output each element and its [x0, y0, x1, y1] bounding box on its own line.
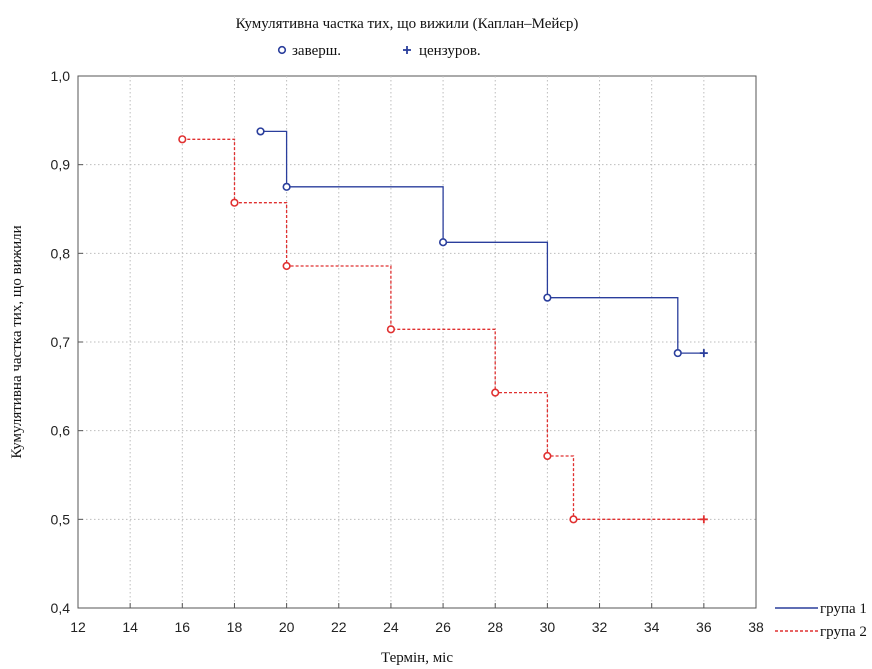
- series-line-2: [182, 138, 704, 520]
- y-tick-label: 0,6: [51, 423, 71, 439]
- y-axis-ticks: 0,4 0,5 0,6 0,7 0,8 0,9 1,0: [51, 68, 83, 616]
- event-point: [282, 261, 291, 271]
- event-point: [178, 135, 187, 144]
- x-tick-label: 12: [70, 619, 86, 635]
- marker-legend: заверш. цензуров.: [277, 43, 481, 59]
- x-tick-label: 24: [383, 619, 399, 635]
- x-tick-label: 26: [435, 619, 451, 635]
- x-tick-label: 20: [279, 619, 295, 635]
- event-point: [230, 198, 239, 207]
- event-point: [438, 238, 448, 247]
- x-tick-label: 18: [227, 619, 243, 635]
- plot-area: [77, 75, 757, 609]
- x-tick-label: 28: [487, 619, 503, 635]
- y-tick-label: 0,9: [51, 157, 71, 173]
- x-tick-label: 36: [696, 619, 712, 635]
- censored-marker-icon: [403, 46, 411, 54]
- y-tick-label: 0,8: [51, 245, 71, 261]
- series-line-1: [260, 130, 704, 354]
- event-point: [256, 127, 265, 136]
- censored-point: [699, 515, 708, 524]
- y-tick-label: 1,0: [51, 68, 71, 84]
- y-tick-label: 0,4: [51, 600, 71, 616]
- gridlines: [78, 76, 756, 608]
- event-point: [673, 348, 682, 358]
- event-point: [569, 515, 578, 524]
- y-tick-label: 0,5: [51, 511, 71, 527]
- event-point: [543, 293, 552, 302]
- x-tick-label: 32: [592, 619, 608, 635]
- x-tick-label: 14: [122, 619, 138, 635]
- x-tick-label: 30: [540, 619, 556, 635]
- series-layer: [178, 127, 708, 524]
- legend-label-1: група 1: [820, 601, 867, 617]
- y-tick-label: 0,7: [51, 334, 71, 350]
- legend-label-2: група 2: [820, 624, 867, 640]
- y-axis-title: Кумулятивна частка тих, що вижили: [9, 225, 25, 458]
- x-axis-title: Термін, міс: [381, 650, 453, 666]
- event-point: [282, 182, 291, 191]
- series-legend: група 1 група 2: [775, 601, 867, 640]
- event-point: [386, 325, 396, 334]
- x-tick-label: 16: [175, 619, 191, 635]
- event-point: [543, 451, 552, 461]
- event-point: [491, 388, 500, 397]
- censored-point: [699, 349, 708, 358]
- x-tick-label: 38: [748, 619, 764, 635]
- x-axis-ticks: 12 14 16 18 20 22 24 26 28 30 32 34 36 38: [70, 603, 764, 635]
- x-tick-label: 34: [644, 619, 660, 635]
- x-tick-label: 22: [331, 619, 347, 635]
- chart-title: Кумулятивна частка тих, що вижили (Капла…: [236, 16, 579, 32]
- marker-legend-censored-label: цензуров.: [419, 43, 481, 59]
- marker-legend-completed-label: заверш.: [292, 43, 341, 59]
- completed-marker-icon: [277, 45, 287, 55]
